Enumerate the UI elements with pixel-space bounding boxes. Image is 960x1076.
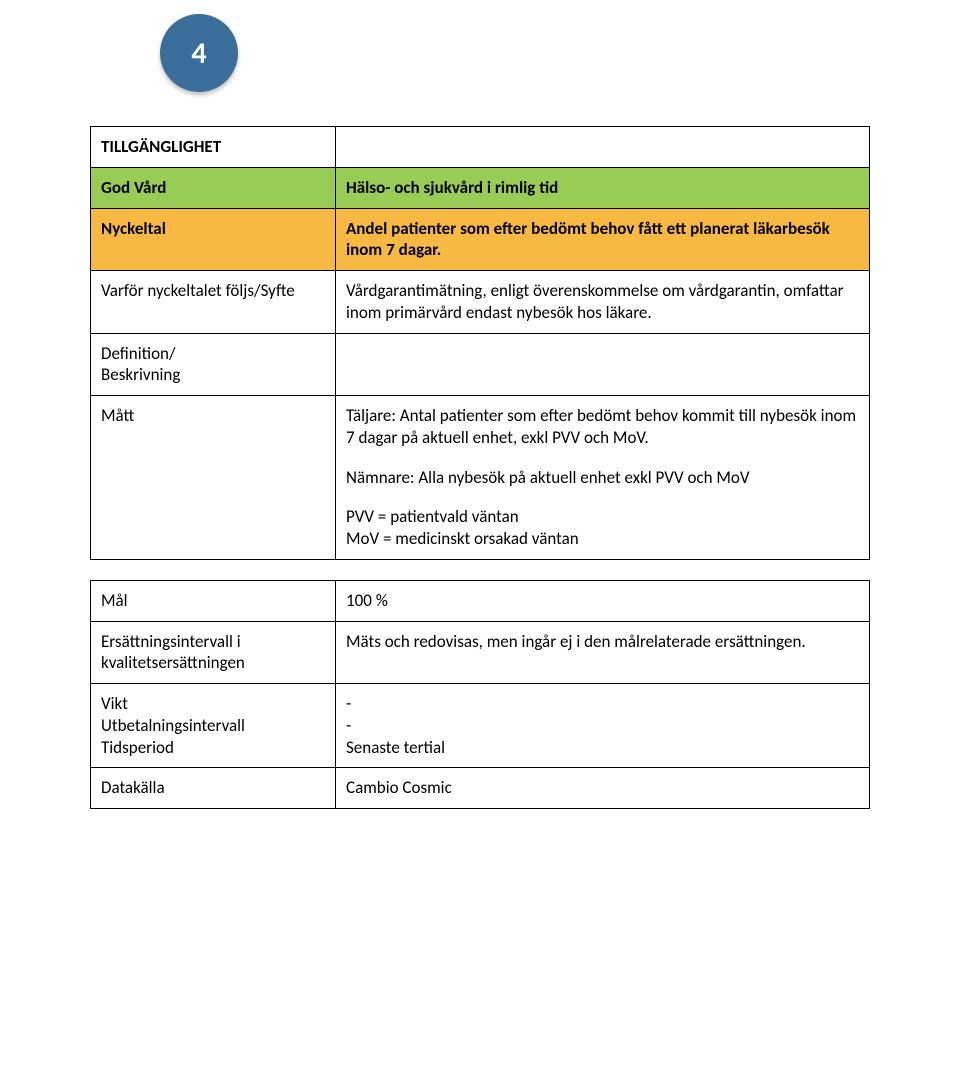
- row-nyckeltal: Nyckeltal Andel patienter som efter bedö…: [91, 208, 870, 271]
- value-mal: 100 %: [336, 580, 870, 621]
- label-vikt-block: Vikt Utbetalningsintervall Tidsperiod: [91, 684, 336, 768]
- value-vikt-block: - - Senaste tertial: [336, 684, 870, 768]
- info-table-top: TILLGÄNGLIGHET God Vård Hälso- och sjukv…: [90, 126, 870, 560]
- value-datakalla: Cambio Cosmic: [336, 768, 870, 809]
- value-god-vard: Hälso- och sjukvård i rimlig tid: [336, 167, 870, 208]
- matt-pvv: PVV = patientvald väntan: [346, 506, 519, 527]
- value-ersattning: Mäts och redovisas, men ingår ej i den m…: [336, 621, 870, 684]
- value-nyckeltal: Andel patienter som efter bedömt behov f…: [336, 208, 870, 271]
- value-matt: Täljare: Antal patienter som efter bedöm…: [336, 396, 870, 560]
- label-varfor: Varför nyckeltalet följs/Syfte: [91, 271, 336, 334]
- label-definition-line1: Definition/: [101, 343, 176, 364]
- row-matt: Mått Täljare: Antal patienter som efter …: [91, 396, 870, 560]
- table-gap: [90, 560, 870, 580]
- badge-number: 4: [191, 35, 206, 72]
- matt-block: Täljare: Antal patienter som efter bedöm…: [346, 405, 859, 550]
- value-utbet: -: [346, 715, 351, 736]
- label-matt: Mått: [91, 396, 336, 560]
- label-vikt: Vikt: [101, 693, 128, 714]
- value-vikt: -: [346, 693, 351, 714]
- row-vikt-utbet-tid: Vikt Utbetalningsintervall Tidsperiod - …: [91, 684, 870, 768]
- page-number-badge: 4: [160, 14, 238, 92]
- label-ersattning-line2: kvalitetsersättningen: [101, 652, 245, 673]
- row-section-title: TILLGÄNGLIGHET: [91, 127, 870, 168]
- value-definition: [336, 333, 870, 396]
- row-definition: Definition/ Beskrivning: [91, 333, 870, 396]
- badge-container: 4: [160, 14, 870, 92]
- label-mal: Mål: [91, 580, 336, 621]
- value-tid: Senaste tertial: [346, 737, 445, 758]
- matt-namnare: Nämnare: Alla nybesök på aktuell enhet e…: [346, 467, 859, 489]
- label-ersattning: Ersättningsintervall i kvalitetsersättni…: [91, 621, 336, 684]
- matt-defs: PVV = patientvald väntan MoV = medicinsk…: [346, 506, 859, 550]
- label-nyckeltal: Nyckeltal: [91, 208, 336, 271]
- value-varfor: Vårdgarantimätning, enligt överenskommel…: [336, 271, 870, 334]
- section-title-cell: TILLGÄNGLIGHET: [91, 127, 336, 168]
- info-table-bottom: Mål 100 % Ersättningsintervall i kvalite…: [90, 580, 870, 809]
- row-varfor: Varför nyckeltalet följs/Syfte Vårdgaran…: [91, 271, 870, 334]
- row-datakalla: Datakälla Cambio Cosmic: [91, 768, 870, 809]
- section-title-value: [336, 127, 870, 168]
- label-ersattning-line1: Ersättningsintervall i: [101, 631, 241, 652]
- row-god-vard: God Vård Hälso- och sjukvård i rimlig ti…: [91, 167, 870, 208]
- label-definition-line2: Beskrivning: [101, 364, 180, 385]
- label-datakalla: Datakälla: [91, 768, 336, 809]
- matt-mov: MoV = medicinskt orsakad väntan: [346, 528, 579, 549]
- matt-taljare: Täljare: Antal patienter som efter bedöm…: [346, 405, 859, 449]
- row-ersattning: Ersättningsintervall i kvalitetsersättni…: [91, 621, 870, 684]
- row-mal: Mål 100 %: [91, 580, 870, 621]
- page: 4 TILLGÄNGLIGHET God Vård Hälso- och sju…: [0, 0, 960, 849]
- label-tid: Tidsperiod: [101, 737, 174, 758]
- label-utbet: Utbetalningsintervall: [101, 715, 245, 736]
- label-god-vard: God Vård: [91, 167, 336, 208]
- label-definition: Definition/ Beskrivning: [91, 333, 336, 396]
